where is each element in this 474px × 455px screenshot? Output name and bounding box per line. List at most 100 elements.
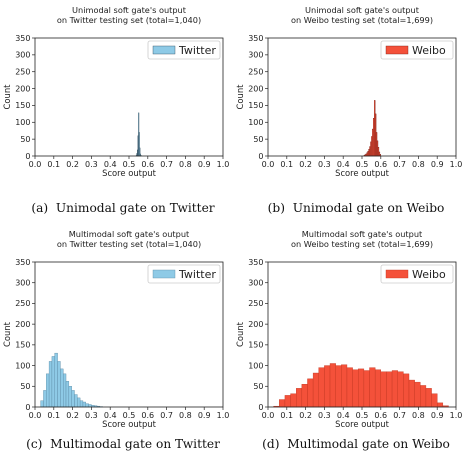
panel-2-caption: (b) Unimodal gate on Weibo — [268, 201, 445, 215]
panel-4-bar-25 — [408, 379, 415, 408]
panel-1-legend-box — [147, 40, 221, 60]
panel-4-bar-21 — [386, 371, 393, 408]
panel-4-legend-label: Weibo — [412, 268, 446, 281]
panel-1-ytick-label-5: 250 — [15, 68, 30, 77]
panel-4-bar-13 — [341, 364, 348, 408]
panel-2-legend-box — [380, 40, 454, 60]
panel-4-xlabel: Score output — [335, 419, 389, 429]
panel-3-ytick-label-5: 250 — [15, 299, 30, 308]
panel-4-xtick-label-10: 1.0 — [450, 411, 463, 420]
panel-4-bar-29 — [431, 393, 438, 408]
panel-3-bar-7 — [57, 361, 61, 408]
panel-2-legend-swatch — [385, 45, 409, 55]
panel-3-ytick-label-1: 50 — [20, 382, 30, 391]
panel-4-bar-3 — [284, 395, 291, 408]
panel-1-xlabel: Score output — [102, 168, 156, 178]
panel-3-xtick-label-5: 0.5 — [123, 411, 136, 420]
panel-2-xtick-label-9: 0.9 — [431, 160, 444, 169]
panel-4-bar-6 — [301, 384, 308, 408]
panel-2-ytick-label-6: 300 — [248, 51, 263, 60]
panel-2-xtick-label-2: 0.2 — [299, 160, 312, 169]
panel-1-xtick-label-10: 1.0 — [217, 160, 230, 169]
panel-4-title: Multimodal soft gate's output — [302, 229, 423, 239]
panel-4-xtick-label-2: 0.2 — [299, 411, 312, 420]
panel-1-xtick-label-1: 0.1 — [47, 160, 60, 169]
panel-3-caption: (c) Multimodal gate on Twitter — [26, 437, 220, 451]
panel-1-ytick-label-1: 50 — [20, 135, 30, 144]
panel-4-subtitle: on Weibo testing set (total=1,699) — [291, 239, 433, 249]
panel-4-bar-4 — [290, 393, 297, 408]
panel-2-ytick-label-0: 0 — [258, 152, 263, 161]
panel-1-ytick-label-0: 0 — [25, 152, 30, 161]
panel-2-subtitle: on Weibo testing set (total=1,699) — [291, 15, 433, 25]
panel-1-xtick-label-4: 0.4 — [104, 160, 117, 169]
panel-4-xtick-label-0: 0.0 — [262, 411, 275, 420]
panel-1-xtick-label-0: 0.0 — [29, 160, 42, 169]
panel-3-ytick-label-7: 350 — [15, 258, 30, 267]
panel-2-xtick-label-7: 0.7 — [393, 160, 406, 169]
panel-3-bar-2 — [43, 390, 47, 408]
panel-4-xtick-label-8: 0.8 — [412, 411, 425, 420]
panel-2-xtick-label-10: 1.0 — [450, 160, 463, 169]
panel-3-title: Multimodal soft gate's output — [69, 229, 190, 239]
panel-3-legend-box — [147, 264, 221, 284]
panel-4-ytick-label-2: 100 — [248, 361, 263, 370]
panel-4-ytick-label-3: 150 — [248, 341, 263, 350]
panel-3-bar-16 — [82, 401, 86, 408]
panel-2-xtick-label-8: 0.8 — [412, 160, 425, 169]
panel-3-bar-13 — [74, 394, 78, 408]
panel-3-subtitle: on Twitter testing set (total=1,040) — [57, 239, 201, 249]
panel-3-legend-label: Twitter — [178, 268, 216, 281]
panel-3-xtick-label-1: 0.1 — [47, 411, 60, 420]
panel-4-bar-20 — [380, 371, 387, 408]
panel-3-bar-9 — [63, 373, 67, 408]
panel-3-bar-6 — [54, 352, 58, 408]
panel-3-bar-15 — [79, 400, 84, 408]
panel-4-xtick-label-7: 0.7 — [393, 411, 406, 420]
panel-3-bar-4 — [48, 361, 53, 408]
panel-4-ytick-label-6: 300 — [248, 279, 263, 288]
panel-4-xtick-label-6: 0.6 — [374, 411, 387, 420]
panel-4-bar-15 — [352, 369, 359, 408]
panel-1-xtick-label-9: 0.9 — [198, 160, 211, 169]
panel-1-ytick-label-3: 150 — [15, 101, 30, 110]
panel-3-xtick-label-7: 0.7 — [160, 411, 173, 420]
panel-2-xlabel: Score output — [335, 168, 389, 178]
panel-1-xtick-label-7: 0.7 — [160, 160, 173, 169]
panel-3-xtick-label-3: 0.3 — [85, 411, 98, 420]
panel-2-ytick-label-1: 50 — [253, 135, 263, 144]
panel-4-bar-5 — [296, 388, 303, 408]
panel-1-subtitle: on Twitter testing set (total=1,040) — [57, 15, 201, 25]
panel-4-ytick-label-0: 0 — [258, 403, 263, 412]
panel-4-ytick-label-5: 250 — [248, 299, 263, 308]
panel-1-caption: (a) Unimodal gate on Twitter — [31, 201, 214, 215]
panel-2-title: Unimodal soft gate's output — [305, 5, 420, 15]
panel-2-ylabel: Count — [235, 84, 245, 110]
panel-1-xtick-label-2: 0.2 — [66, 160, 79, 169]
panel-2-ytick-label-2: 100 — [248, 118, 263, 127]
panel-4-bar-2 — [279, 399, 286, 408]
panel-3-xtick-label-9: 0.9 — [198, 411, 211, 420]
panel-4-xtick-label-4: 0.4 — [337, 411, 350, 420]
panel-2-xtick-label-5: 0.5 — [356, 160, 369, 169]
panel-4-legend-swatch — [385, 269, 409, 279]
panel-2-xtick-label-6: 0.6 — [374, 160, 387, 169]
panel-4-ytick-label-1: 50 — [253, 382, 263, 391]
panel-1-xtick-label-8: 0.8 — [179, 160, 192, 169]
panel-3-ytick-label-4: 200 — [15, 320, 30, 329]
panel-1-ytick-label-7: 350 — [15, 34, 30, 43]
panel-4-bar-14 — [346, 367, 353, 408]
panel-4-xtick-label-1: 0.1 — [280, 411, 293, 420]
panel-3-ytick-label-3: 150 — [15, 341, 30, 350]
panel-4-xtick-label-9: 0.9 — [431, 411, 444, 420]
panel-4-bar-8 — [312, 372, 319, 408]
panel-3-legend-swatch — [152, 269, 176, 279]
panel-4-ylabel: Count — [235, 321, 245, 347]
panel-3-ytick-label-2: 100 — [15, 361, 30, 370]
panel-4-bar-19 — [374, 369, 382, 408]
panel-1-ytick-label-2: 100 — [15, 118, 30, 127]
panel-3-xtick-label-8: 0.8 — [179, 411, 192, 420]
panel-3-bar-11 — [68, 386, 72, 408]
panel-4-bar-11 — [329, 363, 336, 408]
